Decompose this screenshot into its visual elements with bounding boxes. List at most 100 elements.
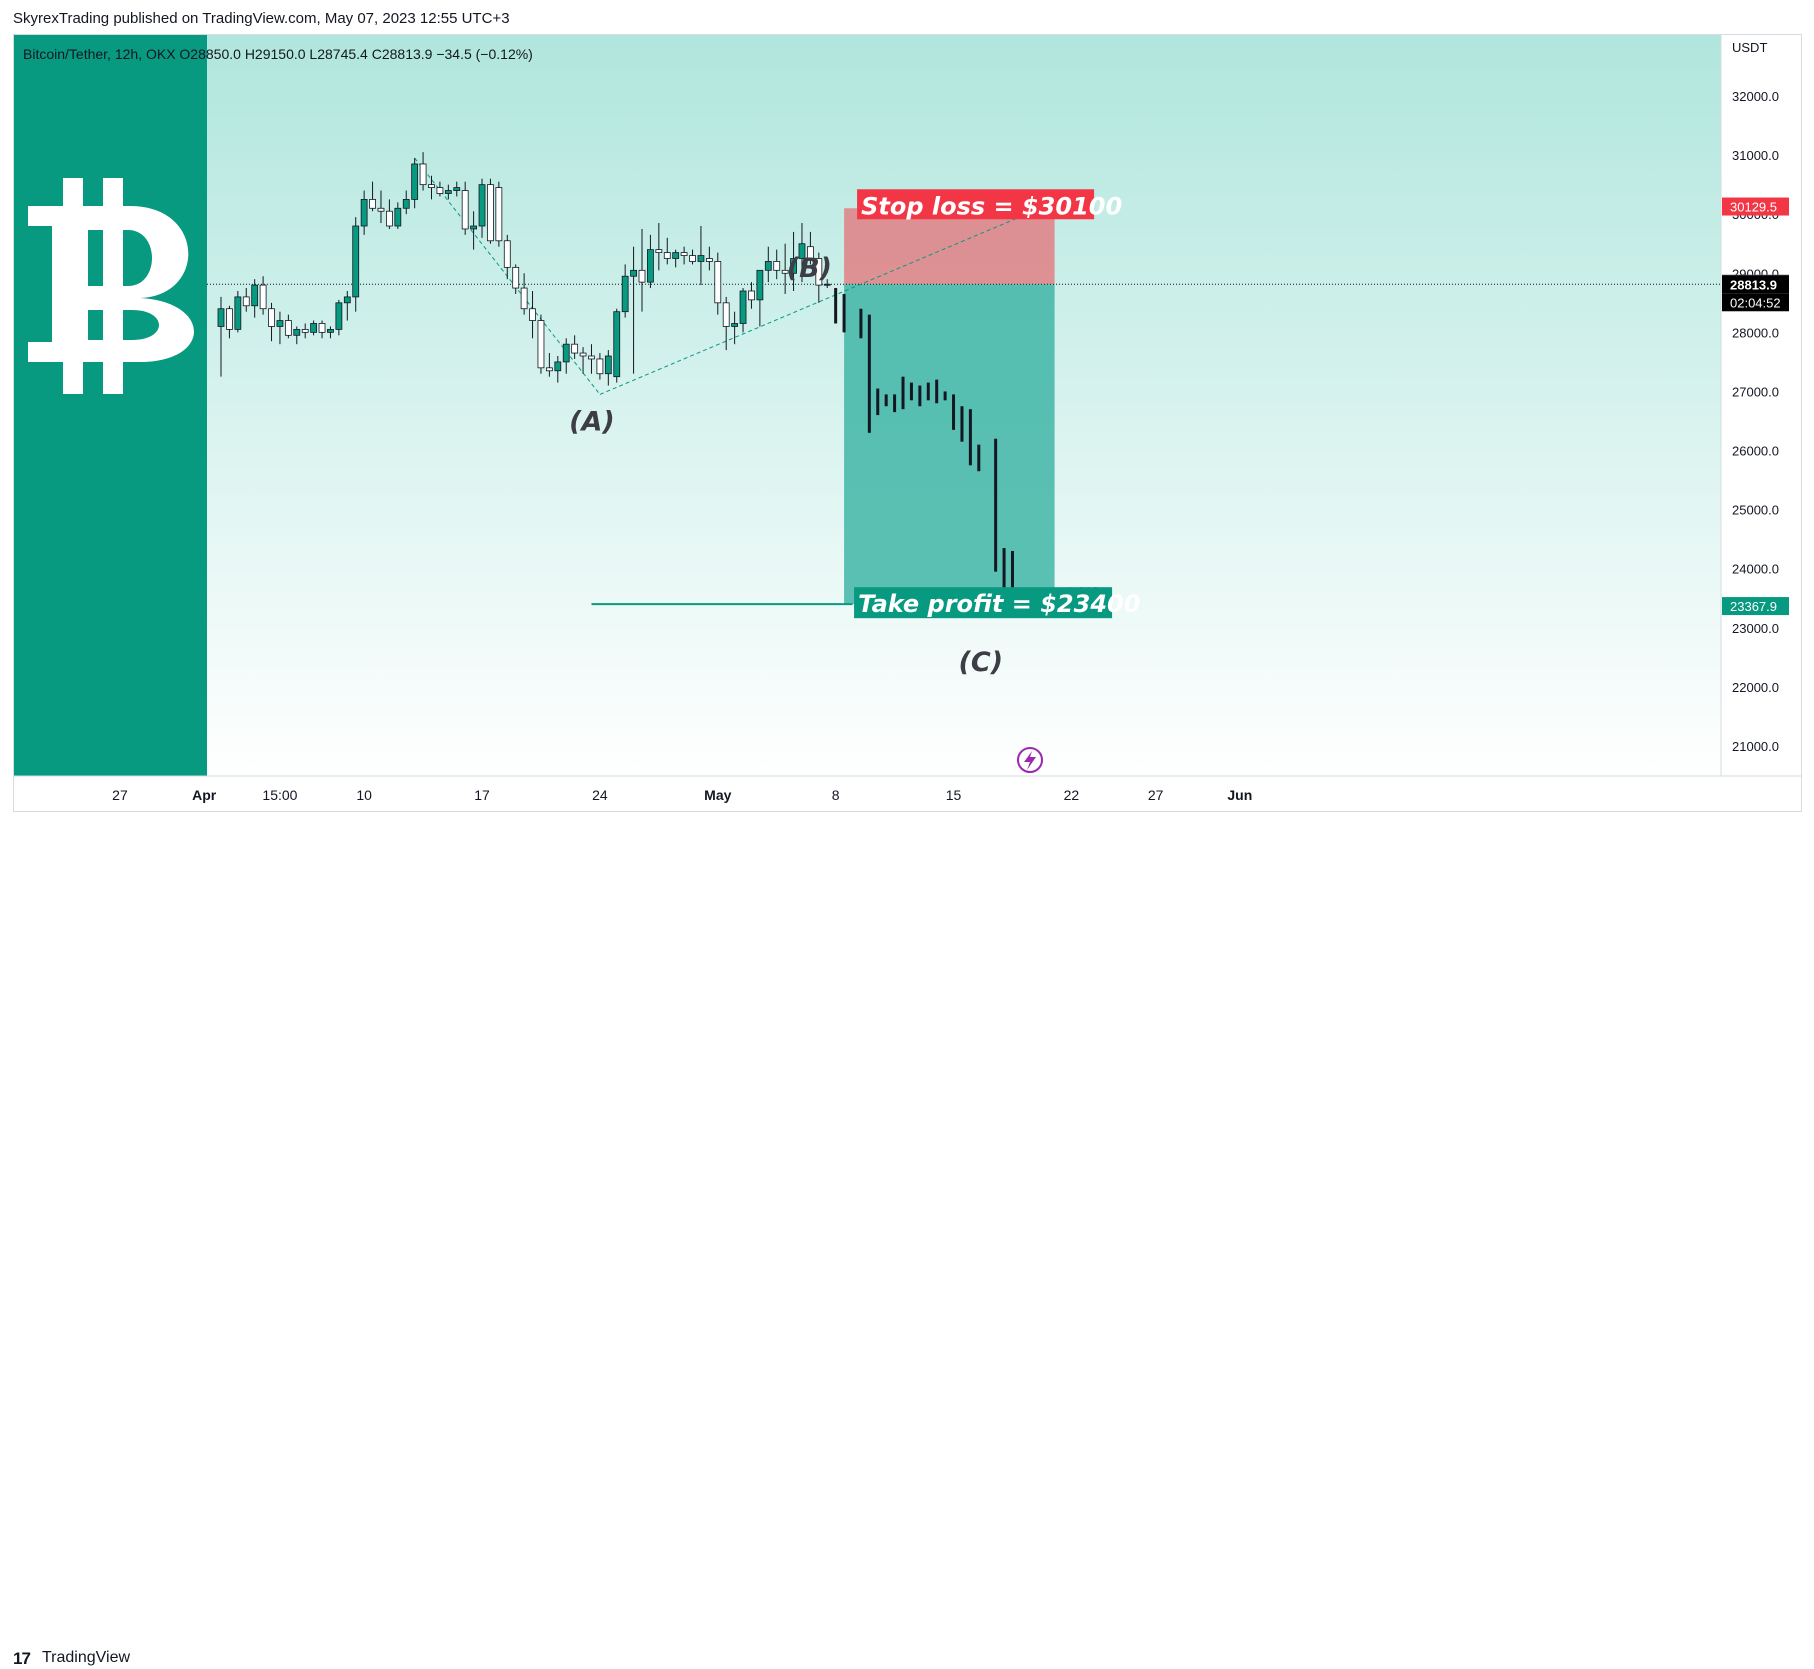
- wave-label-a: (A): [569, 407, 615, 438]
- candle-up: [630, 269, 637, 277]
- projection-bar: [918, 385, 922, 407]
- projection-bar: [960, 406, 964, 442]
- candle-up: [756, 269, 764, 301]
- open-value: O28850.0: [179, 46, 241, 62]
- candle-up: [293, 329, 301, 336]
- candle-down: [503, 240, 511, 268]
- candle-up: [478, 184, 486, 227]
- projection-bar: [952, 394, 956, 430]
- candle-up: [621, 275, 629, 313]
- projection-bar: [893, 394, 897, 413]
- x-tick-label: 27: [112, 787, 128, 803]
- x-tick-label: 17: [474, 787, 490, 803]
- projection-bar: [926, 382, 930, 401]
- x-tick-label: 8: [832, 787, 840, 803]
- candle-up: [310, 323, 318, 333]
- candle-up: [764, 261, 772, 271]
- candle-up: [251, 284, 259, 307]
- projection-bar: [859, 308, 863, 339]
- candle-down: [419, 163, 427, 186]
- y-tick-label: 21000.0: [1732, 739, 1779, 754]
- symbol-label: Bitcoin/Tether, 12h, OKX: [23, 46, 176, 62]
- candle-up: [453, 187, 461, 191]
- price-tag-label: 23367.9: [1730, 599, 1777, 614]
- x-tick-label: Jun: [1227, 787, 1252, 803]
- candle-down: [714, 261, 722, 304]
- candle-down: [596, 358, 604, 375]
- candle-down: [638, 269, 646, 283]
- projection-bar: [994, 438, 998, 572]
- projection-bar: [909, 382, 913, 401]
- projection-bar: [943, 391, 947, 401]
- candle-up: [613, 311, 621, 378]
- candle-up: [554, 361, 562, 372]
- candle-down: [520, 287, 528, 310]
- candle-up: [327, 329, 334, 333]
- candle-down: [428, 184, 435, 188]
- candle-up: [790, 258, 797, 274]
- x-tick-label: 15:00: [262, 787, 297, 803]
- stop-loss-label-box: [857, 189, 1095, 220]
- candle-down: [815, 258, 823, 286]
- x-tick-label: 15: [946, 787, 962, 803]
- candle-down: [807, 246, 814, 259]
- price-axis[interactable]: USDT32000.031000.030000.029000.028000.02…: [1732, 40, 1779, 754]
- candle-down: [655, 249, 663, 253]
- candle-down: [268, 308, 275, 327]
- countdown-label: 02:04:52: [1730, 295, 1781, 310]
- time-axis[interactable]: 27 Apr 15:00 10 17 24 May 8 15 22 27 Jun: [112, 787, 1252, 803]
- high-value: H29150.0: [244, 46, 306, 62]
- y-tick-label: 25000.0: [1732, 503, 1779, 518]
- candle-down: [242, 296, 250, 307]
- candle-down: [436, 187, 444, 194]
- price-tag: [1722, 275, 1789, 294]
- candle-down: [579, 352, 587, 357]
- footer-brand[interactable]: 17 TradingView: [0, 822, 400, 1668]
- candle-down: [781, 269, 789, 274]
- candle-up: [604, 355, 612, 375]
- candle-down: [773, 261, 781, 271]
- low-value: L28745.4: [309, 46, 368, 62]
- projection-bar: [1010, 551, 1014, 590]
- candle-up: [343, 296, 351, 304]
- projection-bar: [935, 379, 939, 404]
- candle-up: [411, 163, 419, 200]
- flash-icon[interactable]: [1017, 747, 1043, 773]
- candle-down: [226, 308, 233, 330]
- candle-down: [461, 190, 469, 230]
- candle-down: [571, 343, 579, 354]
- price-tag: [1722, 197, 1789, 216]
- candle-up: [562, 343, 570, 363]
- candle-up: [444, 190, 452, 194]
- candle-up: [234, 296, 242, 330]
- projection-bar: [1002, 548, 1006, 590]
- candle-down: [259, 284, 267, 310]
- brand-panel: [14, 35, 207, 776]
- bitcoin-icon: [28, 178, 194, 394]
- x-tick-label: 22: [1064, 787, 1080, 803]
- candle-down: [385, 210, 393, 227]
- projection-bar: [968, 409, 972, 466]
- candle-up: [739, 290, 747, 324]
- stop-loss-label: Stop loss = $30100: [861, 192, 1122, 220]
- take-profit-label-box: [854, 587, 1113, 619]
- x-tick-label: Apr: [192, 787, 217, 803]
- projection-bar: [834, 288, 838, 324]
- projection-bar: [977, 444, 981, 472]
- candle-up: [352, 225, 360, 298]
- candle-down: [301, 329, 309, 333]
- price-tag: [1722, 597, 1789, 616]
- projection-bars: [834, 288, 1014, 590]
- candle-up: [470, 225, 478, 230]
- candle-up: [335, 302, 343, 330]
- candle-down: [588, 355, 595, 360]
- y-tick-label: 32000.0: [1732, 89, 1779, 104]
- annotations: (A) (B) (C) Stop loss = $30100 Take profit =…: [569, 189, 1140, 678]
- y-tick-label: 23000.0: [1732, 621, 1779, 636]
- x-tick-label: 10: [356, 787, 372, 803]
- candle-up: [647, 249, 654, 283]
- candle-down: [705, 258, 713, 262]
- candle-down: [487, 184, 494, 242]
- candle-up: [697, 255, 705, 262]
